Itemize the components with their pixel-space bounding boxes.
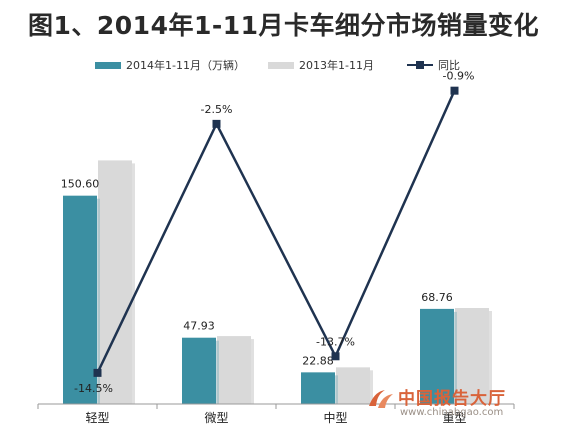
yoy-label: -13.7% — [316, 335, 355, 348]
category-label: 重型 — [442, 411, 466, 425]
legend-label-2013: 2013年1-11月 — [299, 59, 374, 72]
bar-2013 — [98, 160, 132, 404]
category-label: 中型 — [323, 410, 347, 425]
legend-item-2013: 2013年1-11月 — [268, 57, 374, 73]
bar-2013 — [455, 307, 489, 404]
legend-swatch-2014 — [95, 61, 121, 69]
yoy-marker — [450, 86, 459, 95]
bar-2014 — [63, 195, 97, 404]
data-label-2014: 22.88 — [302, 354, 334, 367]
bar-2014 — [420, 308, 454, 404]
yoy-label: -2.5% — [201, 103, 233, 116]
watermark-url: www.chinabgao.com — [400, 407, 504, 418]
yoy-marker — [331, 352, 340, 361]
legend-label-yoy: 同比 — [438, 59, 460, 72]
legend-item-2014: 2014年1-11月（万辆） — [95, 57, 245, 73]
data-label-2014: 68.76 — [421, 291, 453, 304]
category-label: 轻型 — [85, 411, 109, 425]
yoy-label: -14.5% — [74, 382, 113, 395]
bar-2013 — [336, 367, 370, 404]
data-label-2014: 150.60 — [61, 178, 100, 191]
chart-title: 图1、2014年1-11月卡车细分市场销量变化 — [28, 11, 540, 40]
watermark-name: 中国报告大厅 — [398, 389, 506, 409]
bar-2013 — [217, 336, 251, 404]
bar-2014 — [301, 372, 335, 404]
data-label-2014: 47.93 — [183, 320, 215, 333]
bar-2014 — [182, 337, 216, 404]
legend: 2014年1-11月（万辆） 2013年1-11月 同比 — [0, 57, 581, 73]
yoy-marker — [212, 119, 221, 128]
legend-swatch-yoy — [407, 61, 433, 69]
legend-item-yoy: 同比 — [407, 57, 460, 73]
yoy-line — [96, 90, 456, 374]
category-label: 微型 — [204, 411, 228, 425]
yoy-marker — [93, 368, 102, 377]
legend-swatch-2013 — [268, 61, 294, 69]
legend-label-2014: 2014年1-11月（万辆） — [126, 59, 245, 72]
watermark: 中国报告大厅 www.chinabgao.com — [366, 384, 541, 424]
yoy-label: -0.9% — [443, 70, 475, 83]
logo-icon — [369, 390, 393, 408]
